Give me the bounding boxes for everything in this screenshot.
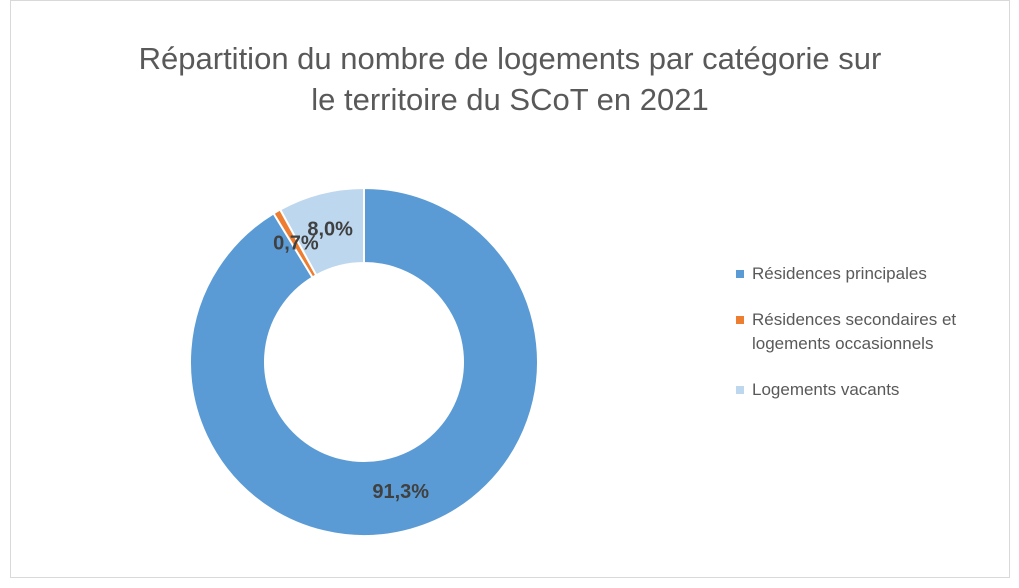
- chart-title: Répartition du nombre de logements par c…: [138, 41, 882, 117]
- chart-frame: [10, 0, 1010, 578]
- legend-label: Logements vacants: [752, 380, 900, 399]
- legend-swatch: [736, 270, 744, 278]
- legend-swatch: [736, 386, 744, 394]
- legend: Résidences principales Résidences seconda…: [736, 262, 1016, 424]
- legend-item: Résidences principales: [736, 262, 1016, 286]
- legend-item: Logements vacants: [736, 378, 1016, 402]
- legend-swatch: [736, 316, 744, 324]
- legend-label: Résidences secondaires et logements occa…: [752, 310, 957, 353]
- donut-slice: [189, 186, 539, 537]
- data-label: 0,7%: [273, 233, 319, 255]
- legend-label: Résidences principales: [752, 264, 927, 283]
- data-label: 91,3%: [372, 481, 429, 503]
- donut-slice: [278, 186, 365, 277]
- legend-item: Résidences secondaires et logements occa…: [736, 308, 1016, 356]
- data-label: 8,0%: [307, 219, 353, 241]
